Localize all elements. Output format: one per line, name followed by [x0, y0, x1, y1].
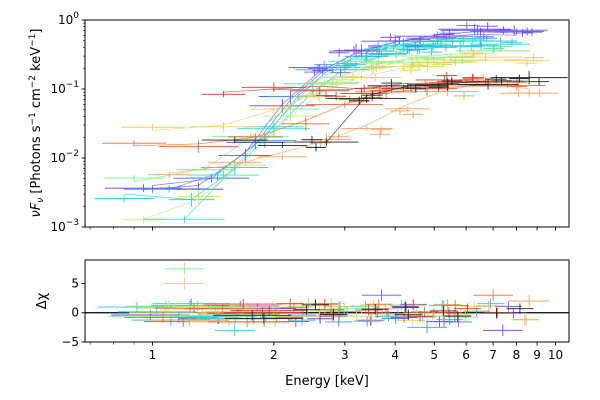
x-tick-label: 2	[270, 348, 278, 362]
residuals-axes-frame	[84, 259, 570, 343]
x-axis-label: Energy [keV]	[285, 374, 369, 389]
residuals-ylabel: Δχ	[35, 292, 50, 309]
residuals-plot-area	[85, 262, 569, 337]
spectrum-ticks: 10−3 10−2 10−1 100	[50, 11, 556, 234]
x-tick-label: 7	[489, 348, 497, 362]
x-tick-label: 6	[462, 348, 470, 362]
y-tick-label: −5	[61, 335, 79, 349]
x-tick-label: 1	[149, 348, 157, 362]
x-tick-label: 8	[513, 348, 521, 362]
y-tick-label: 10−1	[50, 80, 79, 96]
model-line	[234, 80, 530, 143]
x-tick-label: 4	[391, 348, 399, 362]
x-tick-label: 10	[548, 348, 563, 362]
model-line	[143, 55, 451, 220]
y-tick-label: 100	[58, 11, 79, 27]
x-tick-label: 5	[430, 348, 438, 362]
spectrum-axes-frame	[84, 19, 570, 228]
spectrum-ylabel: νFν [Photons s−1 cm−2 keV−1]	[28, 29, 46, 218]
y-tick-label: 10−3	[50, 218, 79, 234]
spectrum-panel: 10−3 10−2 10−1 100 νFν [Photons s−1 cm−2 ke…	[28, 11, 570, 234]
y-tick-label: 0	[71, 306, 79, 320]
y-tick-label: 10−2	[50, 149, 79, 165]
model-line	[124, 45, 501, 200]
x-tick-label: 9	[533, 348, 541, 362]
residuals-ticks: 1 2 3 4 5 6 7 8 9 10 −5 0 5	[61, 276, 563, 362]
x-tick-label: 3	[341, 348, 349, 362]
y-tick-label: 5	[71, 276, 79, 290]
spectrum-plot-area	[94, 21, 568, 224]
residuals-panel: 1 2 3 4 5 6 7 8 9 10 −5 0 5 Δχ Energy [keV]	[35, 259, 570, 389]
